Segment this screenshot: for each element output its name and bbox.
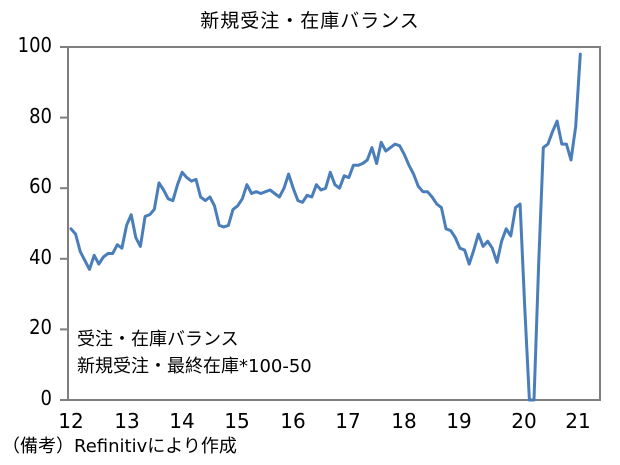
plot-frame	[67, 46, 601, 401]
annotation-line-1: 受注・在庫バランス	[77, 329, 239, 350]
y-tick-label: 40	[29, 245, 52, 269]
y-tick-label: 100	[17, 33, 52, 57]
source-note: （備考）Refinitivにより作成	[2, 436, 237, 457]
x-tick-label: 16	[280, 409, 306, 433]
x-tick-label: 13	[114, 409, 140, 433]
x-tick-label: 17	[335, 409, 361, 433]
x-tick-label: 14	[169, 409, 195, 433]
y-tick-label: 0	[40, 386, 52, 410]
x-tick-label: 12	[58, 409, 84, 433]
x-tick-label: 20	[511, 409, 537, 433]
x-tick-label: 21	[565, 409, 591, 433]
annotation-line-2: 新規受注・最終在庫*100-50	[77, 356, 312, 377]
chart-title: 新規受注・在庫バランス	[200, 10, 420, 32]
y-tick-label: 20	[29, 315, 52, 339]
x-tick-label: 19	[446, 409, 472, 433]
data-line	[69, 52, 582, 402]
y-tick-label: 60	[29, 174, 52, 198]
y-tick-label: 80	[29, 104, 52, 128]
x-tick-label: 18	[391, 409, 417, 433]
y-axis-ticks	[60, 46, 68, 401]
chart-annotation: 受注・在庫バランス 新規受注・最終在庫*100-50	[77, 326, 312, 380]
x-tick-label: 15	[224, 409, 250, 433]
